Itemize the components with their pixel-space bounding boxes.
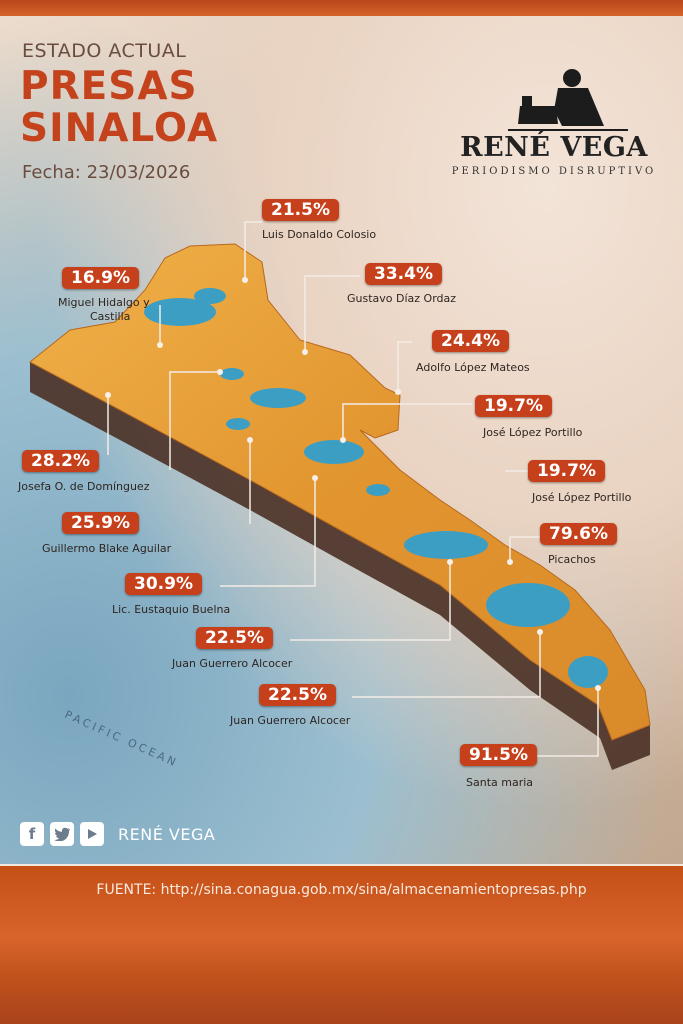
- typewriter-logo-icon: [508, 69, 628, 131]
- reservoir: [144, 298, 216, 326]
- dam-name: José López Portillo: [532, 491, 632, 504]
- reservoir: [250, 388, 306, 408]
- dam-name: Castilla: [90, 310, 131, 323]
- dam-marker: [302, 349, 308, 355]
- leader-line: [509, 536, 540, 562]
- social-bar: f RENÉ VEGA: [20, 822, 215, 846]
- dam-marker: [537, 629, 543, 635]
- dam-percent: 24.4%: [432, 330, 509, 352]
- title-line-1: PRESAS: [20, 64, 198, 109]
- brand-tagline: PERIODISMO DISRUPTIVO: [451, 166, 657, 177]
- dam-percent: 33.4%: [365, 263, 442, 285]
- leader-lines: [107, 221, 599, 757]
- leader-line: [169, 371, 220, 470]
- dam-marker: [247, 437, 253, 443]
- dam-marker: [340, 437, 346, 443]
- dam-name: Miguel Hidalgo y: [58, 296, 150, 309]
- dam-marker: [595, 685, 601, 691]
- youtube-icon[interactable]: [80, 822, 104, 846]
- leader-line: [352, 632, 541, 698]
- dam-name: Luis Donaldo Colosio: [262, 228, 377, 241]
- dam-name: Adolfo López Mateos: [416, 361, 530, 374]
- dam-name: Santa maria: [466, 776, 534, 789]
- header-subtitle: ESTADO ACTUAL: [22, 40, 187, 62]
- dam-name: Guillermo Blake Aguilar: [42, 542, 172, 555]
- dam-percent: 16.9%: [62, 267, 139, 289]
- dam-name: Josefa O. de Domínguez: [18, 480, 150, 493]
- reservoir: [194, 288, 226, 304]
- source-text: FUENTE: http://sina.conagua.gob.mx/sina/…: [96, 882, 587, 898]
- dam-name: Juan Guerrero Alcocer: [172, 657, 293, 670]
- dam-marker: [157, 342, 163, 348]
- facebook-icon[interactable]: f: [20, 822, 44, 846]
- dam-marker: [447, 559, 453, 565]
- twitter-icon[interactable]: [50, 822, 74, 846]
- brand-logo: RENÉ VEGA PERIODISMO DISRUPTIVO: [444, 66, 664, 186]
- leader-line: [244, 221, 262, 280]
- reservoir: [486, 583, 570, 627]
- reservoir: [366, 484, 390, 496]
- dam-marker: [105, 392, 111, 398]
- dam-marker: [395, 389, 401, 395]
- dam-marker: [242, 277, 248, 283]
- dam-name: Picachos: [548, 553, 596, 566]
- dam-name: Lic. Eustaquio Buelna: [112, 603, 231, 616]
- leader-line: [397, 341, 412, 392]
- map-side-wall: [30, 362, 650, 770]
- bottom-band: [0, 866, 683, 1024]
- social-handle: RENÉ VEGA: [118, 824, 216, 844]
- dam-percent: 30.9%: [125, 573, 202, 595]
- leader-line: [290, 562, 451, 641]
- dam-percent: 19.7%: [528, 460, 605, 482]
- dam-marker: [507, 559, 513, 565]
- dam-marker: [217, 369, 223, 375]
- dam-percent: 25.9%: [62, 512, 139, 534]
- brand-name: RENÉ VEGA: [460, 132, 648, 163]
- top-strip: [0, 0, 683, 16]
- title-line-2: SINALOA: [20, 106, 219, 151]
- dam-percent: 21.5%: [262, 199, 339, 221]
- dam-percent: 22.5%: [196, 627, 273, 649]
- dam-name: Gustavo Díaz Ordaz: [347, 292, 457, 305]
- leader-line: [220, 478, 316, 587]
- dam-percent: 79.6%: [540, 523, 617, 545]
- dam-percent: 19.7%: [475, 395, 552, 417]
- reservoir: [568, 656, 608, 688]
- dam-name: Juan Guerrero Alcocer: [230, 714, 351, 727]
- dam-marker: [312, 475, 318, 481]
- dam-name: José López Portillo: [483, 426, 583, 439]
- dam-markers: [105, 277, 601, 691]
- leader-line: [342, 403, 472, 440]
- header-date: Fecha: 23/03/2026: [22, 162, 191, 183]
- reservoir: [226, 418, 250, 430]
- dam-percent: 28.2%: [22, 450, 99, 472]
- reservoir: [220, 368, 244, 380]
- dam-percent: 91.5%: [460, 744, 537, 766]
- reservoir: [304, 440, 364, 464]
- dam-percent: 22.5%: [259, 684, 336, 706]
- leader-line: [304, 275, 360, 352]
- reservoir: [404, 531, 488, 559]
- page-title: PRESAS SINALOA: [20, 66, 218, 150]
